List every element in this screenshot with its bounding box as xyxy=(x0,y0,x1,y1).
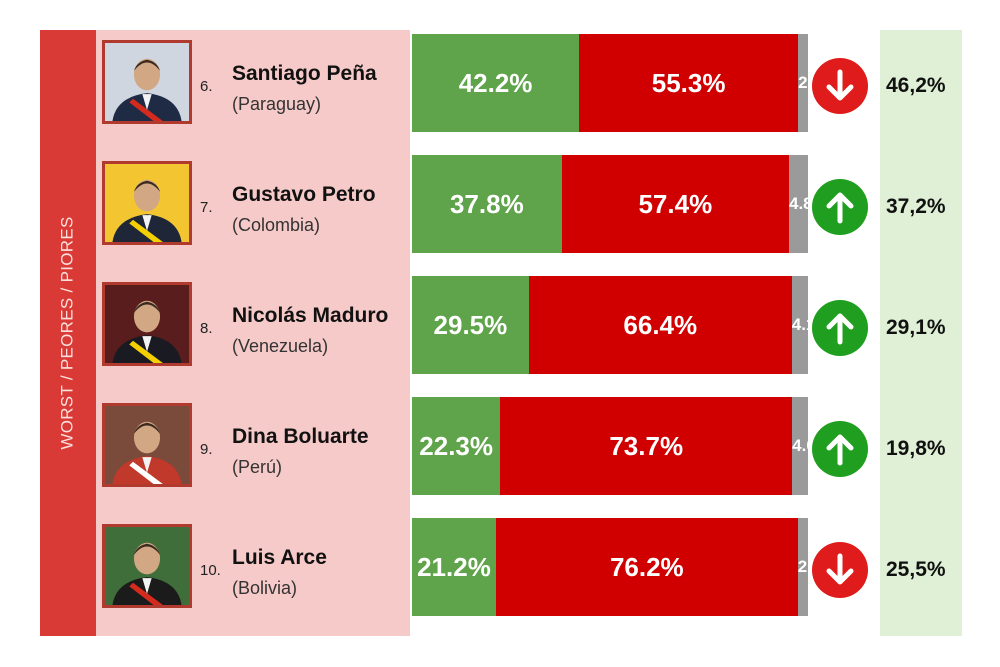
rank-number: 7. xyxy=(200,199,213,216)
other-label: 4.8 xyxy=(788,194,808,213)
side-band xyxy=(40,30,96,636)
country-name: (Venezuela) xyxy=(232,336,329,356)
arrow-down-icon xyxy=(812,58,868,114)
previous-result: 46,2% xyxy=(886,74,946,97)
other-bar: 4.1 xyxy=(791,276,808,374)
approve-bar: 42.2% xyxy=(412,34,580,132)
president-name: Gustavo Petro xyxy=(232,183,376,206)
disapprove-bar: 66.4% xyxy=(528,276,792,374)
previous-result: 29,1% xyxy=(886,316,946,339)
country-name: (Paraguay) xyxy=(232,94,322,114)
other-label: 4.1 xyxy=(791,315,808,334)
other-label: 2.5 xyxy=(798,73,808,92)
portrait-photo xyxy=(102,282,192,366)
disapprove-label: 66.4% xyxy=(623,309,698,340)
approval-stacked-bar: 29.5% 66.4% 4.1 xyxy=(412,276,808,374)
disapprove-label: 55.3% xyxy=(651,67,726,98)
president-row: 10. Luis Arce (Bolivia) 21.2% 76.2% 2.6 25,5% xyxy=(0,514,1000,616)
other-label: 4.0 xyxy=(792,436,808,455)
president-row: 6. Santiago Peña (Paraguay) 42.2% 55.3% 2.5 46… xyxy=(0,30,1000,132)
approve-bar: 29.5% xyxy=(412,276,529,374)
arrow-down-icon xyxy=(812,542,868,598)
disapprove-bar: 55.3% xyxy=(579,34,799,132)
country-name: (Perú) xyxy=(232,457,283,477)
arrow-up-icon xyxy=(812,179,868,235)
disapprove-bar: 76.2% xyxy=(495,518,798,616)
president-name: Luis Arce xyxy=(232,546,327,569)
approve-label: 29.5% xyxy=(433,309,508,340)
result-panel xyxy=(880,30,962,636)
approve-label: 37.8% xyxy=(449,188,524,219)
disapprove-bar: 73.7% xyxy=(500,397,793,495)
other-label: 2.6 xyxy=(797,557,808,576)
portrait-photo xyxy=(102,40,192,124)
disapprove-label: 57.4% xyxy=(638,188,713,219)
approve-bar: 37.8% xyxy=(412,155,562,253)
rank-number: 8. xyxy=(200,320,213,337)
approve-bar: 21.2% xyxy=(412,518,496,616)
other-bar: 4.8 xyxy=(788,155,808,253)
other-bar: 2.5 xyxy=(798,34,808,132)
approval-stacked-bar: 21.2% 76.2% 2.6 xyxy=(412,518,808,616)
portrait-photo xyxy=(102,403,192,487)
approval-stacked-bar: 42.2% 55.3% 2.5 xyxy=(412,34,808,132)
rank-number: 10. xyxy=(200,562,221,579)
approve-label: 21.2% xyxy=(417,551,491,582)
other-bar: 4.0 xyxy=(792,397,808,495)
president-name: Santiago Peña xyxy=(232,62,377,85)
president-row: 7. Gustavo Petro (Colombia) 37.8% 57.4% 4.8 37… xyxy=(0,151,1000,253)
previous-result: 19,8% xyxy=(886,437,946,460)
president-row: 8. Nicolás Maduro (Venezuela) 29.5% 66.4% 4.1… xyxy=(0,272,1000,374)
president-name: Dina Boluarte xyxy=(232,425,369,448)
country-name: (Bolivia) xyxy=(232,578,298,598)
approval-stacked-bar: 22.3% 73.7% 4.0 xyxy=(412,397,808,495)
portrait-photo xyxy=(102,161,192,245)
previous-result: 37,2% xyxy=(886,195,946,218)
rank-number: 9. xyxy=(200,441,213,458)
disapprove-bar: 57.4% xyxy=(561,155,789,253)
approve-label: 42.2% xyxy=(458,67,533,98)
president-row: 9. Dina Boluarte (Perú) 22.3% 73.7% 4.0 19,8% xyxy=(0,393,1000,495)
approve-bar: 22.3% xyxy=(412,397,501,495)
approval-stacked-bar: 37.8% 57.4% 4.8 xyxy=(412,155,808,253)
president-name: Nicolás Maduro xyxy=(232,304,389,327)
disapprove-label: 73.7% xyxy=(609,430,684,461)
portrait-photo xyxy=(102,524,192,608)
approve-label: 22.3% xyxy=(419,430,494,461)
arrow-up-icon xyxy=(812,300,868,356)
other-bar: 2.6 xyxy=(797,518,808,616)
disapprove-label: 76.2% xyxy=(609,551,684,582)
country-name: (Colombia) xyxy=(232,215,321,235)
arrow-up-icon xyxy=(812,421,868,477)
previous-result: 25,5% xyxy=(886,558,946,581)
rank-number: 6. xyxy=(200,78,213,95)
